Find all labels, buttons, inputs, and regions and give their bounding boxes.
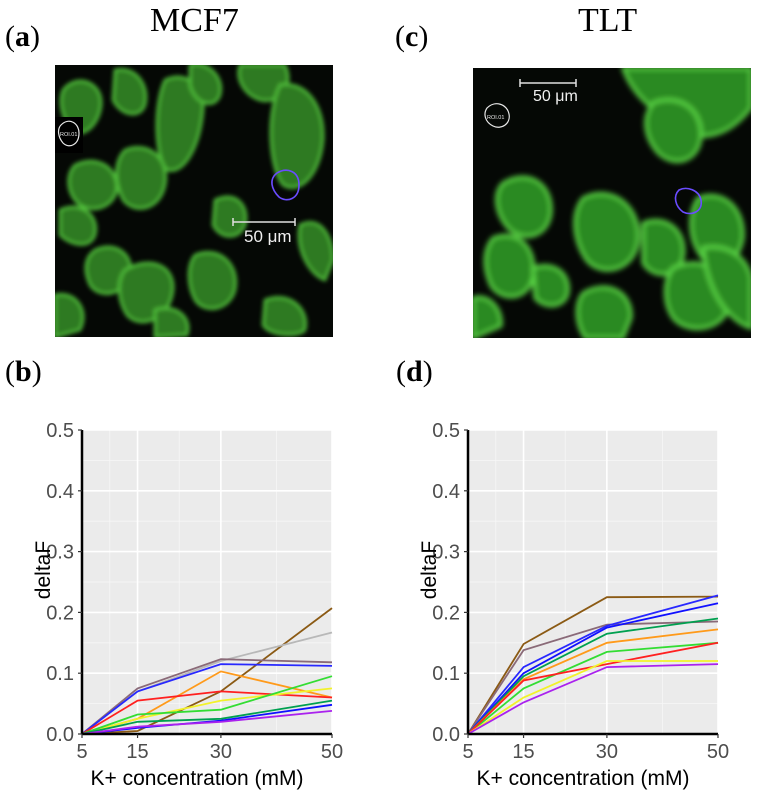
y-tick-label: 0.2 xyxy=(432,602,460,624)
x-tick-label: 15 xyxy=(512,741,534,763)
series-line-1 xyxy=(467,595,719,735)
series-line-9 xyxy=(81,699,333,735)
panel-label-c: (c) xyxy=(395,20,429,53)
panel-title-tlt: TLT xyxy=(578,2,638,39)
y-tick-label: 0.2 xyxy=(46,602,74,624)
series-line-3 xyxy=(81,658,333,735)
panel-label-a: (a) xyxy=(5,20,40,53)
svg-text:50 μm: 50 μm xyxy=(244,227,292,246)
panel-title-mcf7: MCF7 xyxy=(150,2,239,39)
x-axis-label: K+ concentration (mM) xyxy=(91,767,304,790)
y-tick-label: 0.3 xyxy=(432,542,460,564)
x-tick-label: 5 xyxy=(76,741,87,763)
series-line-11 xyxy=(81,710,333,735)
y-tick-label: 0.1 xyxy=(432,663,460,685)
x-tick-label: 30 xyxy=(210,741,232,763)
y-axis-label: deltaF xyxy=(32,541,55,599)
series-line-5 xyxy=(467,617,719,735)
chart-b: 0.0 0.1 0.2 0.3 0.4 0.5 5 15 30 50 K+ concentratio… xyxy=(32,420,343,790)
y-axis-label: deltaF xyxy=(418,541,441,599)
y-tick-label: 0.5 xyxy=(432,420,460,442)
series-line-8 xyxy=(467,641,719,735)
x-tick-label: 50 xyxy=(707,741,729,763)
series-line-4 xyxy=(81,663,333,735)
series-line-9 xyxy=(467,660,718,735)
y-tick-label: 0.0 xyxy=(46,724,74,746)
svg-text:ROI.01: ROI.01 xyxy=(60,132,77,138)
x-tick-label: 5 xyxy=(462,741,473,763)
x-tick-label: 50 xyxy=(321,741,343,763)
x-axis-label: K+ concentration (mM) xyxy=(477,767,690,790)
scale-bar-tlt: 50 μm xyxy=(519,79,578,105)
x-tick-label: 15 xyxy=(126,741,148,763)
series-line-7 xyxy=(467,641,719,735)
micrograph-mcf7: ROI.01 50 μm xyxy=(55,65,333,337)
series-line-8 xyxy=(81,675,333,735)
y-tick-label: 0.4 xyxy=(432,481,460,503)
panel-label-d: (d) xyxy=(396,355,433,388)
y-tick-label: 0.5 xyxy=(46,420,74,442)
svg-text:ROI.01: ROI.01 xyxy=(487,115,504,121)
y-tick-label: 0.1 xyxy=(46,663,74,685)
tlt-cells-image: ROI.01 50 μm xyxy=(473,68,751,338)
mcf7-cells-image: ROI.01 50 μm xyxy=(55,65,333,337)
series-line-3 xyxy=(467,594,719,735)
micrograph-tlt: ROI.01 50 μm xyxy=(473,68,751,338)
series-line-2 xyxy=(467,620,719,735)
series-line-7 xyxy=(81,687,333,735)
scale-bar-mcf7: 50 μm xyxy=(232,218,296,246)
y-tick-label: 0.0 xyxy=(432,724,460,746)
roi-outline-tlt: ROI.01 xyxy=(484,103,702,215)
chart-d: 0.0 0.1 0.2 0.3 0.4 0.5 5 15 30 50 K+ concentratio… xyxy=(418,420,729,790)
x-tick-label: 30 xyxy=(596,741,618,763)
panel-label-b: (b) xyxy=(5,355,42,388)
roi-outline-mcf7: ROI.01 xyxy=(55,117,300,201)
series-line-10 xyxy=(467,663,719,735)
svg-text:50 μm: 50 μm xyxy=(533,88,578,105)
y-tick-label: 0.4 xyxy=(46,481,74,503)
y-tick-label: 0.3 xyxy=(46,542,74,564)
series-line-4 xyxy=(467,602,719,735)
